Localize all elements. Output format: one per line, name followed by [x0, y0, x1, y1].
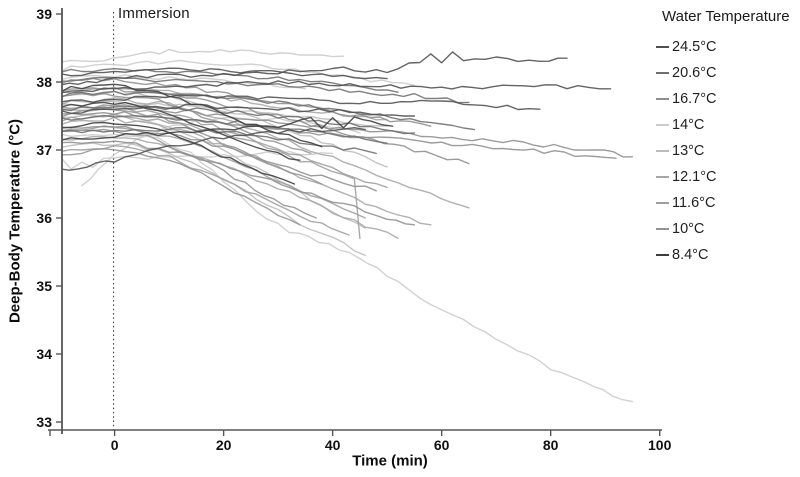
trace-24.5°C: [62, 103, 416, 117]
legend-title: Water Temperature: [662, 8, 790, 25]
trace-11.6°C: [62, 144, 350, 236]
trace-20.6°C: [62, 76, 470, 104]
legend-item: 24.5°C: [656, 34, 798, 60]
legend-line-swatch: [656, 150, 669, 152]
trace-24.5°C: [62, 126, 366, 171]
legend-line-swatch: [656, 176, 669, 178]
legend-item: 16.7°C: [656, 86, 798, 112]
y-tick-label: 35: [36, 278, 52, 294]
temperature-traces: [62, 48, 634, 403]
trace-12.1°C: [62, 116, 432, 226]
trace-24.5°C: [62, 67, 388, 80]
x-tick-label: 40: [325, 437, 341, 453]
legend-item-label: 14°C: [672, 117, 705, 133]
legend-item-label: 12.1°C: [672, 169, 717, 185]
x-tick-label: 100: [648, 437, 672, 453]
trace-12.1°C: [62, 97, 470, 209]
legend-line-swatch: [656, 46, 669, 48]
y-tick-label: 34: [36, 346, 52, 362]
trace-24.5°C: [62, 80, 612, 94]
legend-line-swatch: [656, 254, 669, 256]
legend: Water Temperature 24.5°C 20.6°C 16.7°C 14°C…: [656, 6, 798, 268]
trace-24.5°C: [62, 94, 541, 111]
legend-item: 13°C: [656, 138, 798, 164]
legend-item-label: 8.4°C: [672, 247, 709, 263]
legend-item: 20.6°C: [656, 60, 798, 86]
legend-item: 14°C: [656, 112, 798, 138]
x-tick-label: 80: [543, 437, 559, 453]
immersion-annotation: Immersion: [118, 5, 190, 22]
legend-line-swatch: [656, 202, 669, 204]
trace-20.6°C: [62, 90, 476, 131]
y-tick-label: 39: [36, 6, 52, 22]
trace-8.4°C: [62, 121, 296, 185]
legend-line-swatch: [656, 228, 669, 230]
trace-11.6°C: [62, 113, 361, 240]
x-tick-label: 20: [216, 437, 232, 453]
legend-item-label: 11.6°C: [672, 195, 716, 211]
y-tick-label: 37: [36, 142, 52, 158]
trace-20.6°C: [62, 114, 388, 144]
legend-items: 24.5°C 20.6°C 16.7°C 14°C 13°C 12.1°C 11.6°C 10…: [656, 34, 798, 268]
legend-item-label: 16.7°C: [672, 91, 717, 107]
legend-item: 10°C: [656, 216, 798, 242]
x-tick-label: 0: [111, 437, 119, 453]
legend-item-label: 20.6°C: [672, 65, 717, 81]
legend-line-swatch: [656, 72, 669, 74]
x-axis-label: Time (min): [352, 452, 428, 470]
trace-14°C: [81, 116, 361, 187]
legend-item: 11.6°C: [656, 190, 798, 216]
trace-10°C: [62, 148, 301, 226]
legend-item-label: 24.5°C: [672, 39, 717, 55]
x-tick-label: 60: [434, 437, 450, 453]
legend-item: 12.1°C: [656, 164, 798, 190]
y-axis-label: Deep-Body Temperature (°C): [6, 118, 24, 324]
trace-8.4°C: [62, 83, 323, 148]
trace-8.4°C: [62, 116, 394, 141]
trace-16.7°C: [62, 77, 432, 127]
legend-item: 8.4°C: [656, 242, 798, 268]
trace-13°C: [62, 142, 366, 257]
trace-14°C: [62, 48, 345, 63]
y-tick-label: 38: [36, 74, 52, 90]
legend-line-swatch: [656, 98, 669, 100]
legend-line-swatch: [656, 124, 669, 126]
trace-14°C: [62, 133, 634, 403]
y-tick-label: 33: [36, 414, 52, 430]
trace-16.7°C: [62, 125, 377, 192]
legend-item-label: 13°C: [672, 143, 705, 159]
y-tick-label: 36: [36, 210, 52, 226]
trace-16.7°C: [62, 86, 470, 165]
trace-8.4°C: [62, 101, 301, 161]
axes: 39 38 37 36 35 34 33 0 20 40 60 80 100: [36, 6, 671, 453]
trace-20.6°C: [62, 105, 416, 135]
legend-item-label: 10°C: [672, 221, 705, 237]
trace-24.5°C: [62, 51, 568, 86]
trace-16.7°C: [62, 140, 416, 226]
